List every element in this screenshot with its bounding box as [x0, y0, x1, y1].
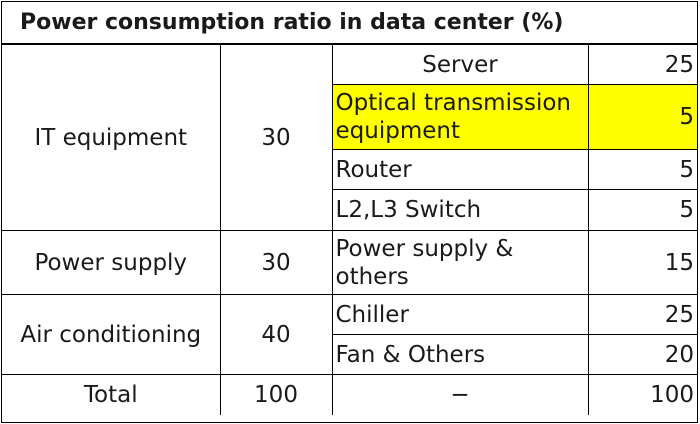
category-cell: IT equipment — [2, 44, 221, 231]
table-row: L2,L3 Switch 5 — [2, 189, 697, 231]
item-value-cell: 5 — [587, 149, 697, 190]
item-value-cell: 5 — [587, 189, 697, 231]
item-name-cell-highlighted: Optical transmission equipment — [331, 84, 589, 150]
item-value-cell: 15 — [587, 230, 697, 295]
category-cell: Air conditioning — [2, 294, 221, 375]
item-name-cell: Chiller — [331, 294, 589, 335]
item-name-cell: Power supply & others — [331, 230, 589, 295]
item-name-cell: Server — [331, 44, 589, 85]
item-value-cell: 25 — [587, 294, 697, 335]
item-value-cell: 25 — [587, 44, 697, 85]
total-item-value-cell: 100 — [587, 374, 697, 415]
category-value-cell: 30 — [219, 230, 333, 295]
category-cell: Power supply — [2, 230, 221, 295]
table-title: Power consumption ratio in data center (… — [2, 2, 697, 44]
item-value-cell: 20 — [587, 334, 697, 375]
power-consumption-table: IT equipment 30 Server 25 Optical transm… — [2, 44, 697, 415]
total-label-cell: Total — [2, 374, 221, 415]
category-value-cell: 40 — [219, 294, 333, 375]
table-row: Power supply 30 Power supply & others 15 — [2, 230, 697, 295]
item-name-cell: Router — [331, 149, 589, 190]
item-value-cell-highlighted: 5 — [587, 84, 697, 150]
total-row: Total 100 − 100 — [2, 374, 697, 415]
item-name-cell: Fan & Others — [331, 334, 589, 375]
table-row: Optical transmission equipment 5 — [2, 84, 697, 150]
table-row: Air conditioning 40 Chiller 25 — [2, 294, 697, 375]
table-row: Fan & Others 20 — [2, 334, 697, 375]
item-name-cell: L2,L3 Switch — [331, 189, 589, 231]
category-value-cell: 30 — [219, 44, 333, 231]
total-item-cell: − — [331, 374, 589, 415]
total-value-cell: 100 — [219, 374, 333, 415]
table-row: IT equipment 30 Server 25 — [2, 44, 697, 231]
